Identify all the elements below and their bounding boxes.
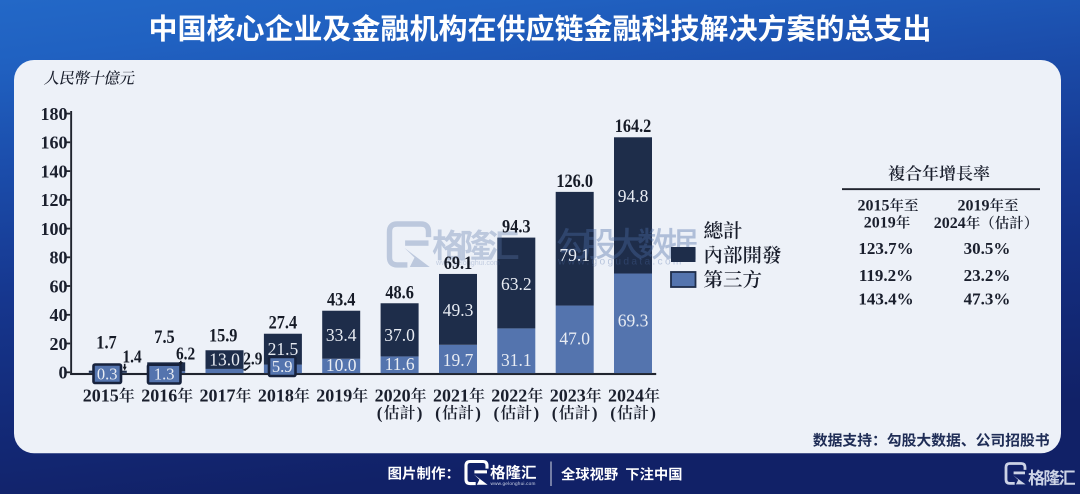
svg-text:2024: 2024 [934, 215, 966, 232]
svg-text:20: 20 [50, 334, 68, 354]
svg-text:2024: 2024 [608, 385, 644, 405]
svg-text:2020: 2020 [375, 385, 411, 405]
svg-text:6.2: 6.2 [176, 344, 195, 364]
svg-text:79.1: 79.1 [559, 245, 590, 265]
svg-text:69.3: 69.3 [618, 311, 649, 331]
svg-text:160: 160 [41, 133, 68, 153]
svg-text:48.6: 48.6 [385, 283, 414, 303]
svg-text:19.7: 19.7 [443, 350, 474, 370]
svg-text:www.gelonghui.com: www.gelonghui.com [435, 258, 500, 267]
svg-text:47.3%: 47.3% [964, 290, 1011, 309]
svg-text:): ) [534, 403, 540, 422]
svg-text:80: 80 [50, 248, 68, 268]
svg-text:180: 180 [41, 104, 68, 124]
svg-text:49.3: 49.3 [443, 300, 474, 320]
svg-text:): ) [592, 403, 598, 422]
svg-text:94.3: 94.3 [502, 218, 531, 238]
svg-text:2023: 2023 [550, 385, 586, 405]
svg-text:164.2: 164.2 [615, 117, 652, 137]
svg-text:33.4: 33.4 [326, 325, 357, 345]
svg-text:5.9: 5.9 [272, 357, 293, 376]
svg-text:): ) [475, 403, 481, 422]
svg-text:(: ( [377, 403, 383, 422]
svg-text:15.9: 15.9 [209, 327, 238, 347]
svg-text:119.2%: 119.2% [859, 266, 913, 285]
svg-text:2015: 2015 [858, 198, 890, 215]
svg-text:11.6: 11.6 [385, 354, 415, 374]
svg-text:(: ( [610, 403, 616, 422]
svg-text:2019: 2019 [864, 215, 896, 232]
svg-text:0.3: 0.3 [97, 364, 118, 383]
svg-text:www.gogudata.com: www.gogudata.com [557, 257, 684, 268]
svg-text:60: 60 [50, 276, 68, 296]
svg-text:1.3: 1.3 [154, 365, 175, 384]
svg-text:1.4: 1.4 [123, 347, 142, 367]
svg-text:140: 140 [41, 161, 68, 181]
svg-text:2.9: 2.9 [243, 349, 262, 369]
svg-text:2015: 2015 [83, 385, 119, 405]
svg-text:47.0: 47.0 [559, 329, 590, 349]
svg-text:123.7%: 123.7% [858, 239, 913, 258]
svg-text:21.5: 21.5 [268, 339, 299, 359]
svg-text:37.0: 37.0 [384, 325, 415, 345]
svg-text:40: 40 [50, 305, 68, 325]
svg-text:143.4%: 143.4% [858, 290, 913, 309]
svg-text:63.2: 63.2 [501, 274, 532, 294]
svg-text:7.5: 7.5 [154, 328, 174, 348]
svg-text:2018: 2018 [258, 385, 294, 405]
svg-text:30.5%: 30.5% [964, 239, 1011, 258]
svg-text:126.0: 126.0 [556, 172, 593, 192]
svg-text:2019: 2019 [316, 385, 352, 405]
svg-text:(: ( [494, 403, 500, 422]
svg-text:1.7: 1.7 [96, 334, 116, 354]
svg-text:120: 120 [41, 190, 68, 210]
svg-text:43.4: 43.4 [327, 291, 356, 311]
svg-text:www.gelonghui.com: www.gelonghui.com [491, 481, 536, 486]
svg-text:(: ( [435, 403, 441, 422]
svg-text:): ) [650, 403, 656, 422]
svg-text:69.1: 69.1 [444, 254, 473, 274]
svg-text:2022: 2022 [491, 385, 527, 405]
svg-text:2019: 2019 [958, 198, 990, 215]
svg-text:2016: 2016 [141, 385, 177, 405]
svg-text:23.2%: 23.2% [964, 266, 1011, 285]
svg-text:100: 100 [41, 219, 68, 239]
svg-text:31.1: 31.1 [501, 350, 532, 370]
svg-text:2021: 2021 [433, 385, 469, 405]
svg-text:(: ( [552, 403, 558, 422]
svg-text:94.8: 94.8 [618, 186, 649, 206]
svg-text:2017: 2017 [200, 385, 236, 405]
svg-text:0: 0 [59, 363, 68, 383]
svg-text:13.0: 13.0 [209, 349, 240, 369]
svg-text:10.0: 10.0 [326, 355, 357, 375]
svg-text:27.4: 27.4 [269, 314, 298, 334]
svg-text:): ) [417, 403, 423, 422]
